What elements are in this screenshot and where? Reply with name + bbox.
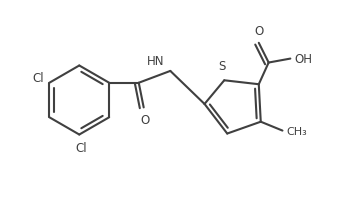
Text: O: O [140, 114, 149, 127]
Text: CH₃: CH₃ [286, 126, 307, 136]
Text: OH: OH [294, 53, 312, 66]
Text: Cl: Cl [33, 72, 44, 85]
Text: O: O [254, 25, 263, 38]
Text: S: S [219, 60, 226, 73]
Text: HN: HN [147, 55, 165, 68]
Text: Cl: Cl [76, 142, 87, 155]
